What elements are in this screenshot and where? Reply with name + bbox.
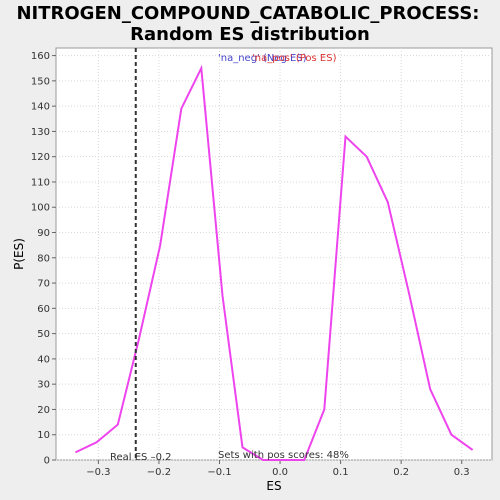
random-es-series-line (74, 64, 474, 461)
x-tick-label: 0.1 (333, 467, 349, 478)
y-tick-label: 120 (31, 152, 50, 163)
y-tick-label: 160 (31, 51, 50, 62)
legend-entry-pos: 'na_pos' (Pos ES) (252, 53, 337, 64)
y-tick-label: 70 (37, 279, 50, 290)
y-tick-label: 60 (37, 304, 50, 315)
y-axis: 0 10 20 30 40 50 60 70 80 90 100 110 120 130 140 150 160 (31, 51, 56, 467)
y-tick-label: 140 (31, 102, 50, 113)
legend-entry-neg: 'na_neg' (Neg ES) (218, 53, 307, 64)
x-tick-label: 0.0 (272, 467, 288, 478)
y-tick-label: 20 (37, 405, 50, 416)
y-tick-label: 30 (37, 380, 50, 391)
y-tick-label: 150 (31, 76, 50, 87)
x-tick-label: −0.3 (86, 467, 110, 478)
y-tick-label: 80 (37, 253, 50, 264)
y-tick-label: 0 (44, 456, 50, 467)
x-axis-label: ES (266, 479, 281, 493)
y-tick-label: 40 (37, 354, 50, 365)
y-tick-label: 110 (31, 177, 50, 188)
y-axis-label: P(ES) (12, 238, 26, 270)
y-tick-label: 90 (37, 228, 50, 239)
pos-scores-label: Sets with pos scores: 48% (218, 450, 349, 461)
chart-title-line1: NITROGEN_COMPOUND_CATABOLIC_PROCESS: (16, 3, 479, 24)
x-tick-label: 0.2 (393, 467, 409, 478)
x-tick-label: −0.1 (207, 467, 231, 478)
y-tick-label: 130 (31, 127, 50, 138)
plot-area (55, 47, 493, 461)
y-tick-label: 50 (37, 329, 50, 340)
real-es-label: Real ES –0.2 (110, 452, 171, 463)
x-axis: −0.3 −0.2 −0.1 0.0 0.1 0.2 0.3 (86, 460, 470, 478)
y-tick-label: 100 (31, 203, 50, 214)
y-tick-label: 10 (37, 430, 50, 441)
chart-title-line2: Random ES distribution (130, 24, 370, 45)
x-tick-label: 0.3 (454, 467, 470, 478)
x-tick-label: −0.2 (147, 467, 171, 478)
